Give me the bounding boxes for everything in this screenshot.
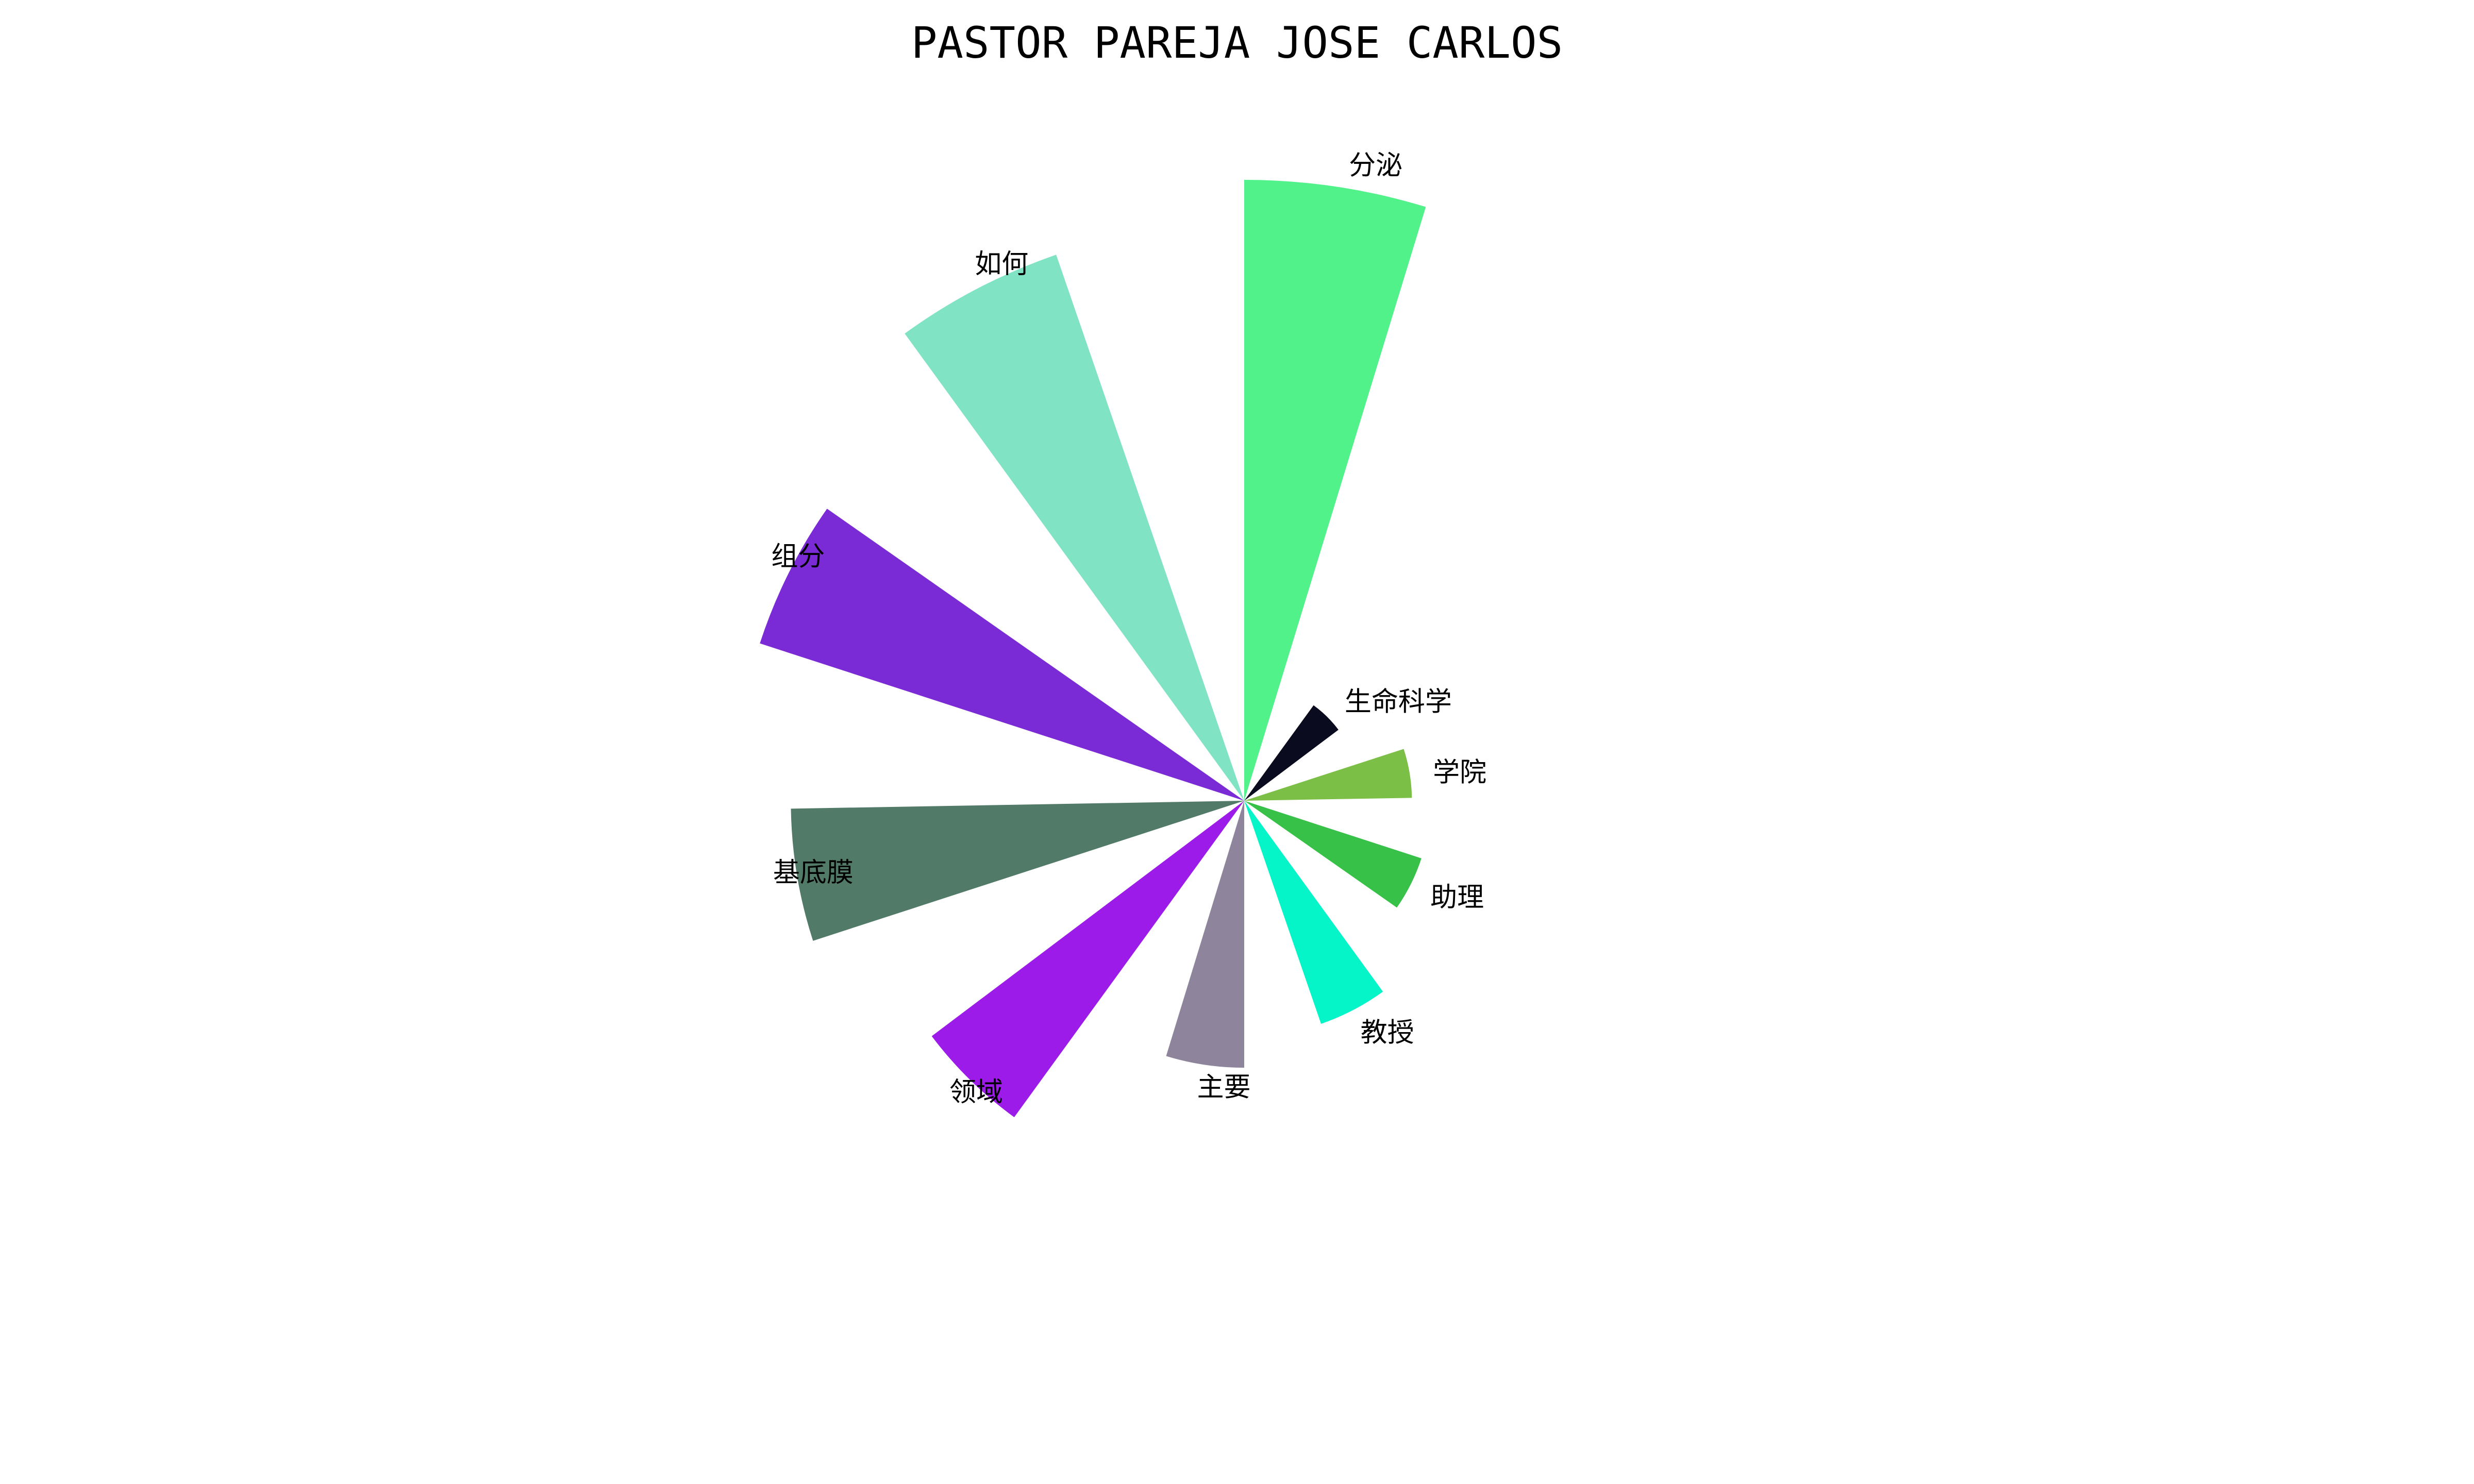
- slice-label-3: 学院: [1433, 757, 1486, 788]
- slice-label-10: 如何: [975, 249, 1028, 280]
- slice-label-2: 生命科学: [1345, 687, 1452, 718]
- slice-label-9: 组分: [771, 541, 825, 572]
- slices-group: [760, 180, 1426, 1117]
- slice-label-6: 主要: [1197, 1072, 1251, 1103]
- slice-label-1: 分泌: [1349, 150, 1402, 181]
- slice-label-8: 基底膜: [773, 857, 854, 888]
- slice-label-7: 领域: [949, 1077, 1003, 1108]
- chart-title: PASTOR PAREJA JOSE CARLOS: [911, 18, 1563, 68]
- slice-label-4: 助理: [1430, 882, 1484, 913]
- slice-label-5: 教授: [1361, 1018, 1414, 1049]
